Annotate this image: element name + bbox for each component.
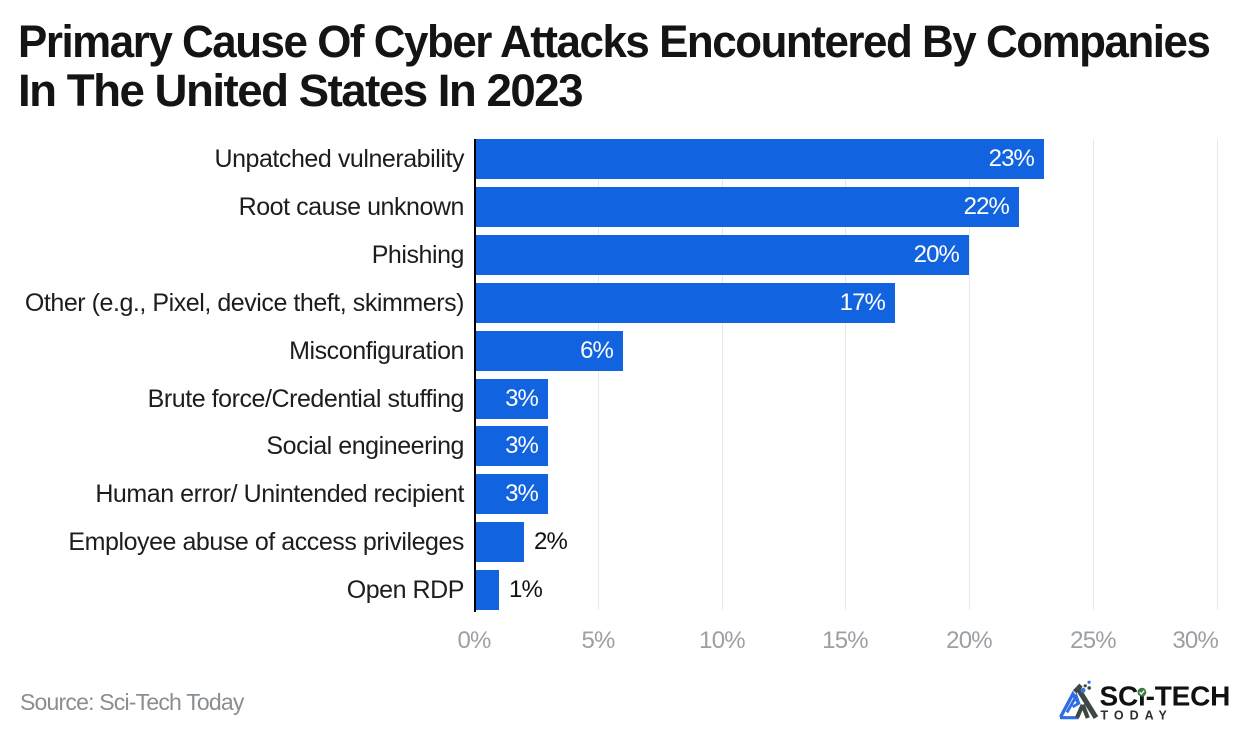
svg-text:TODAY: TODAY	[1101, 708, 1173, 722]
svg-text:SCı-TECH: SCı-TECH	[1100, 680, 1231, 711]
